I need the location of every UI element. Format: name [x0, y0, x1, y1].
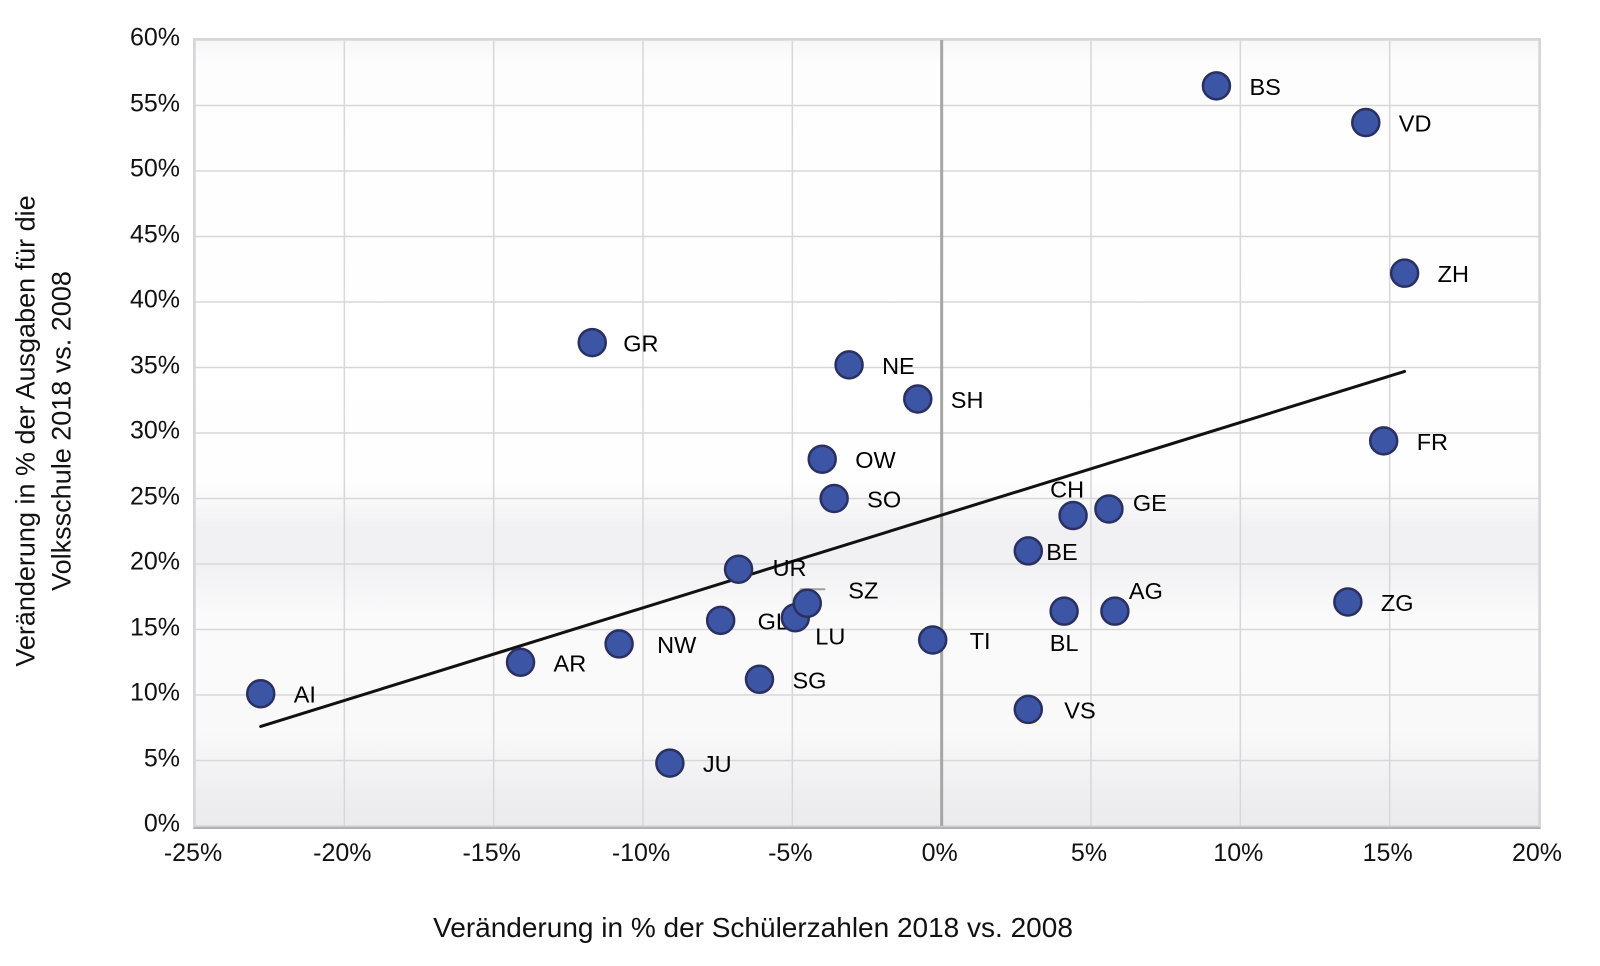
data-point-AI — [245, 678, 276, 709]
x-tick--25%: -25% — [163, 839, 223, 867]
y-tick-45%: 45% — [129, 220, 180, 248]
x-tick-0%: 0% — [921, 839, 958, 867]
point-label-BE: BE — [1046, 539, 1077, 565]
data-point-VD — [1351, 107, 1381, 138]
point-label-GR: GR — [623, 331, 658, 357]
x-axis-title: Veränderung in % der Schülerzahlen 2018 … — [433, 912, 1073, 943]
point-label-SO: SO — [867, 487, 901, 513]
point-label-ZG: ZG — [1381, 590, 1414, 616]
chart-canvas: AIARNWJUGLURSGLUSZOWSONEGRSHTIBEVSBLCHGE… — [194, 39, 1540, 827]
data-point-NE — [834, 350, 864, 380]
y-tick-40%: 40% — [129, 285, 180, 314]
point-label-AG: AG — [1129, 578, 1163, 604]
data-point-SO — [819, 483, 849, 514]
data-point-SZ — [792, 588, 823, 619]
point-label-SH: SH — [951, 387, 984, 413]
y-tick-25%: 25% — [129, 482, 180, 510]
data-point-ZH — [1389, 258, 1420, 288]
data-point-GL — [705, 605, 736, 636]
data-point-VS — [1013, 694, 1044, 725]
point-label-NW: NW — [657, 632, 697, 658]
y-tick-5%: 5% — [143, 744, 180, 772]
point-label-BS: BS — [1249, 74, 1280, 100]
point-label-VD: VD — [1399, 111, 1432, 137]
data-point-BL — [1049, 596, 1079, 626]
data-point-BS — [1201, 71, 1232, 101]
data-point-GE — [1094, 494, 1124, 524]
y-tick-10%: 10% — [129, 678, 180, 707]
data-point-OW — [807, 444, 837, 474]
point-label-TI: TI — [970, 628, 991, 654]
point-label-CH: CH — [1050, 477, 1084, 503]
data-point-AR — [505, 647, 536, 677]
y-tick-20%: 20% — [129, 547, 180, 576]
x-tick-20%: 20% — [1511, 839, 1563, 867]
y-tick-0%: 0% — [143, 809, 180, 838]
y-tick-35%: 35% — [129, 351, 180, 379]
data-point-TI — [917, 625, 948, 655]
data-point-FR — [1368, 426, 1399, 456]
point-label-NE: NE — [882, 353, 915, 379]
y-tick-15%: 15% — [129, 613, 180, 641]
data-point-GR — [577, 327, 607, 358]
point-label-SZ: SZ — [848, 577, 878, 603]
point-label-VS: VS — [1064, 697, 1095, 723]
point-label-BL: BL — [1050, 630, 1079, 656]
point-label-AR: AR — [554, 650, 587, 676]
data-point-NW — [604, 629, 634, 659]
point-label-AI: AI — [294, 682, 316, 708]
point-label-SG: SG — [792, 667, 826, 693]
x-tick--20%: -20% — [313, 839, 372, 867]
y-tick-55%: 55% — [129, 89, 180, 117]
data-point-SH — [903, 384, 933, 414]
x-tick--10%: -10% — [611, 839, 671, 867]
point-label-ZH: ZH — [1438, 261, 1469, 287]
trend-line — [259, 369, 1407, 728]
y-tick-30%: 30% — [129, 416, 180, 445]
data-point-SG — [744, 664, 775, 695]
data-point-JU — [655, 748, 685, 778]
plot-area: AI AR NW JU GL UR SG LU SZ OW SO NE GR SH TI BE VS BL CH GE… — [193, 38, 1541, 829]
x-tick-15%: 15% — [1362, 839, 1413, 867]
point-label-JU: JU — [703, 751, 732, 777]
y-tick-50%: 50% — [129, 154, 180, 183]
point-label-LU: LU — [815, 624, 845, 650]
x-tick-5%: 5% — [1070, 839, 1108, 867]
point-label-GE: GE — [1133, 490, 1167, 516]
point-label-FR: FR — [1417, 429, 1448, 455]
point-label-UR: UR — [773, 555, 807, 581]
x-tick--15%: -15% — [462, 839, 521, 867]
point-label-OW: OW — [855, 447, 896, 473]
y-tick-60%: 60% — [129, 23, 180, 52]
data-point-UR — [723, 554, 754, 584]
x-tick--5%: -5% — [768, 839, 813, 867]
data-point-AG — [1100, 596, 1130, 626]
data-point-CH — [1058, 500, 1088, 531]
data-point-ZG — [1333, 587, 1363, 617]
x-tick-10%: 10% — [1213, 839, 1264, 867]
data-point-BE — [1013, 536, 1044, 566]
